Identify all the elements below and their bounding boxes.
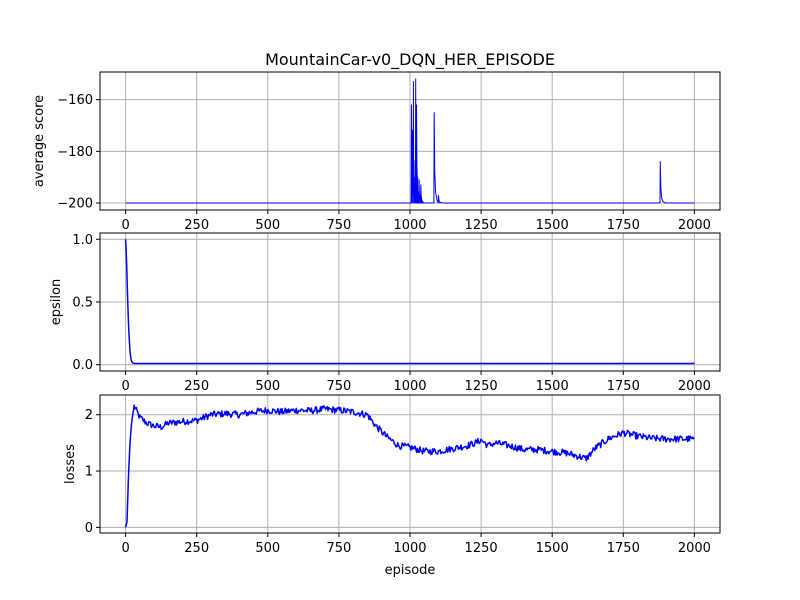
x-axis-label: episode [385, 563, 436, 578]
series-line [124, 239, 695, 365]
y-tick-label: 1.0 [72, 233, 93, 248]
x-tick-label: 2000 [678, 379, 711, 394]
panel-epsilon: 0 250 500 750 1000 1250 1500 1750 2000 0.0 0.5 1.0 e… [49, 232, 721, 394]
x-tick-label: 250 [184, 541, 209, 556]
x-tick-label: 1500 [536, 541, 569, 556]
series-line [125, 78, 695, 204]
y-tick-label: 0 [85, 521, 93, 536]
x-tick-label: 1000 [393, 541, 426, 556]
chart-title: MountainCar-v0_DQN_HER_EPISODE [265, 50, 555, 70]
series-line [124, 404, 695, 528]
y-tick-label: 1 [85, 465, 93, 480]
x-tick-label: 250 [184, 218, 209, 233]
x-tick-label: 1750 [607, 218, 640, 233]
x-tick-label: 750 [326, 379, 351, 394]
x-tick-label: 1250 [465, 541, 498, 556]
x-tick-label: 1000 [393, 379, 426, 394]
x-tick-label: 250 [184, 379, 209, 394]
y-tick-label: −180 [57, 145, 93, 160]
y-tick-label: −200 [57, 197, 93, 212]
x-tick-label: 0 [121, 379, 129, 394]
y-tick-label: −160 [57, 93, 93, 108]
y-tick-label: 0.5 [72, 296, 93, 311]
x-tick-label: 0 [121, 218, 129, 233]
x-tick-label: 0 [121, 541, 129, 556]
x-tick-label: 1500 [536, 218, 569, 233]
x-tick-label: 1750 [607, 541, 640, 556]
x-tick-label: 1250 [465, 379, 498, 394]
x-tick-label: 750 [326, 218, 351, 233]
x-tick-label: 2000 [678, 541, 711, 556]
x-tick-label: 500 [255, 218, 280, 233]
x-tick-label: 500 [255, 379, 280, 394]
y-tick-label: 2 [85, 408, 93, 423]
x-tick-label: 1750 [607, 379, 640, 394]
y-axis-label: average score [32, 95, 47, 187]
x-tick-label: 1250 [465, 218, 498, 233]
x-tick-label: 500 [255, 541, 280, 556]
x-tick-label: 1000 [393, 218, 426, 233]
x-tick-label: 750 [326, 541, 351, 556]
x-tick-label: 1500 [536, 379, 569, 394]
panel-losses: 0 250 500 750 1000 1250 1500 1750 2000 0 1 2 losses [63, 394, 721, 556]
x-tick-label: 2000 [678, 218, 711, 233]
y-axis-label: epsilon [49, 279, 64, 325]
y-axis-label: losses [63, 444, 78, 484]
panel-average-score: 0 250 500 750 1000 1250 1500 1750 2000 −200 −180 −1… [32, 71, 721, 233]
y-tick-label: 0.0 [72, 358, 93, 373]
